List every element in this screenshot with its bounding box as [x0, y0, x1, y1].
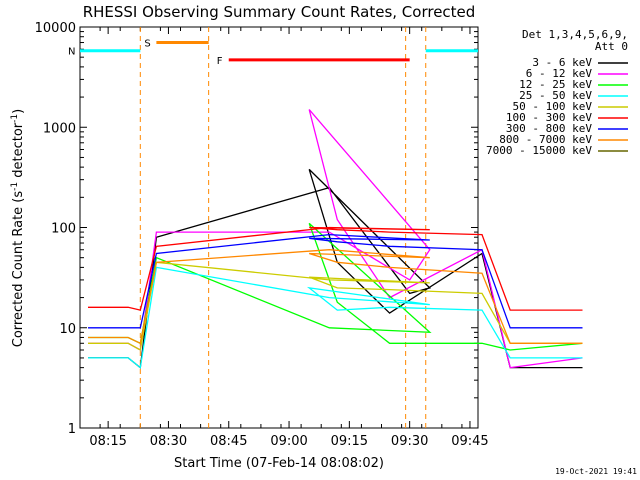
series-line — [88, 226, 583, 311]
legend-header-2: Att 0 — [595, 40, 628, 53]
x-tick-label: 08:45 — [210, 434, 247, 449]
series-line — [88, 249, 583, 345]
chart-title: RHESSI Observing Summary Count Rates, Co… — [83, 3, 476, 21]
legend-header-1: Det 1,3,4,5,6,9, — [522, 28, 628, 41]
y-axis-label: Corrected Count Rate (s-1 detector-1) — [10, 109, 26, 347]
axes: 1 10 100 1000 10000 08:15 08:30 08:45 09:00 09:15… — [35, 21, 489, 449]
legend-entry-label: 25 - 50 keV — [519, 89, 592, 102]
series-line — [88, 261, 583, 352]
x-tick-label: 09:00 — [270, 434, 307, 449]
flag-label: N — [68, 47, 75, 58]
flag-bars: S N F — [68, 39, 478, 67]
flag-label: S — [144, 39, 150, 50]
y-axis-label-part-1: Corrected Count Rate (s — [11, 191, 26, 348]
data-gap-markers — [139, 27, 427, 428]
flag-label: F — [217, 56, 223, 67]
y-tick-label: 1 — [68, 422, 76, 437]
legend-entry-label: 3 - 6 keV — [532, 56, 592, 69]
x-tick-label: 09:30 — [391, 434, 428, 449]
y-axis-label-part-3: ) — [11, 109, 26, 114]
x-tick-label: 09:15 — [331, 434, 368, 449]
x-tick-label: 09:45 — [451, 434, 488, 449]
y-axis-label-sup-2: -1 — [10, 114, 20, 123]
x-tick-label: 08:15 — [89, 434, 126, 449]
series-line — [88, 233, 583, 329]
x-tick-label: 08:30 — [150, 434, 187, 449]
y-axis-label-sup-1: -1 — [10, 182, 20, 191]
y-tick-label: 1000 — [43, 121, 76, 136]
legend-entry-label: 12 - 25 keV — [519, 78, 592, 91]
y-axis-label-part-2: detector — [11, 122, 26, 182]
legend-entry-label: 100 - 300 keV — [506, 111, 592, 124]
legend-entry-label: 300 - 800 keV — [506, 122, 592, 135]
series-line — [88, 266, 583, 369]
series-lines — [88, 109, 583, 369]
legend-entry-label: 7000 - 15000 keV — [486, 144, 592, 157]
timestamp: 19-Oct-2021 19:41 — [555, 467, 637, 476]
y-tick-label: 100 — [51, 222, 76, 237]
legend-entry-label: 800 - 7000 keV — [499, 133, 592, 146]
y-tick-label: 10 — [59, 322, 76, 337]
y-tick-label: 10000 — [35, 21, 76, 36]
legend-entry-label: 6 - 12 keV — [526, 67, 593, 80]
legend-entry-label: 50 - 100 keV — [513, 100, 593, 113]
x-axis-label: Start Time (07-Feb-14 08:08:02) — [174, 456, 384, 471]
